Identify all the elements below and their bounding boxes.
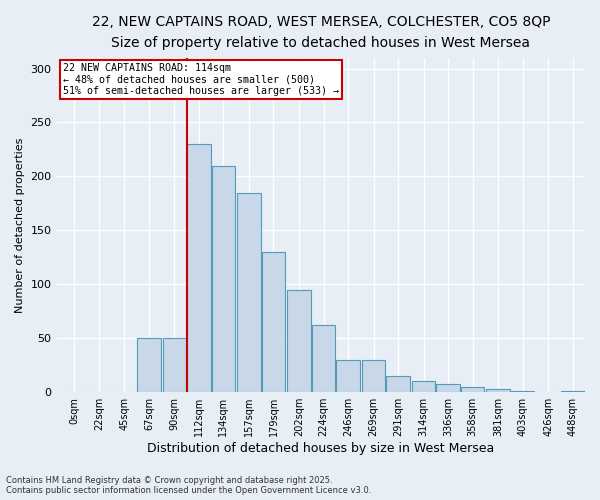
X-axis label: Distribution of detached houses by size in West Mersea: Distribution of detached houses by size …	[147, 442, 494, 455]
Bar	[212, 166, 235, 392]
Bar	[187, 144, 211, 392]
Bar	[312, 326, 335, 392]
Bar	[137, 338, 161, 392]
Bar	[362, 360, 385, 392]
Bar	[436, 384, 460, 392]
Bar	[163, 338, 186, 392]
Bar	[412, 382, 436, 392]
Bar	[262, 252, 285, 392]
Bar	[386, 376, 410, 392]
Bar	[461, 387, 484, 392]
Bar	[487, 389, 510, 392]
Bar	[336, 360, 360, 392]
Bar	[287, 290, 311, 392]
Bar	[237, 192, 261, 392]
Text: Contains HM Land Registry data © Crown copyright and database right 2025.
Contai: Contains HM Land Registry data © Crown c…	[6, 476, 371, 495]
Text: 22 NEW CAPTAINS ROAD: 114sqm
← 48% of detached houses are smaller (500)
51% of s: 22 NEW CAPTAINS ROAD: 114sqm ← 48% of de…	[63, 63, 339, 96]
Bar	[511, 391, 535, 392]
Bar	[561, 391, 584, 392]
Title: 22, NEW CAPTAINS ROAD, WEST MERSEA, COLCHESTER, CO5 8QP
Size of property relativ: 22, NEW CAPTAINS ROAD, WEST MERSEA, COLC…	[92, 15, 550, 50]
Y-axis label: Number of detached properties: Number of detached properties	[15, 138, 25, 312]
